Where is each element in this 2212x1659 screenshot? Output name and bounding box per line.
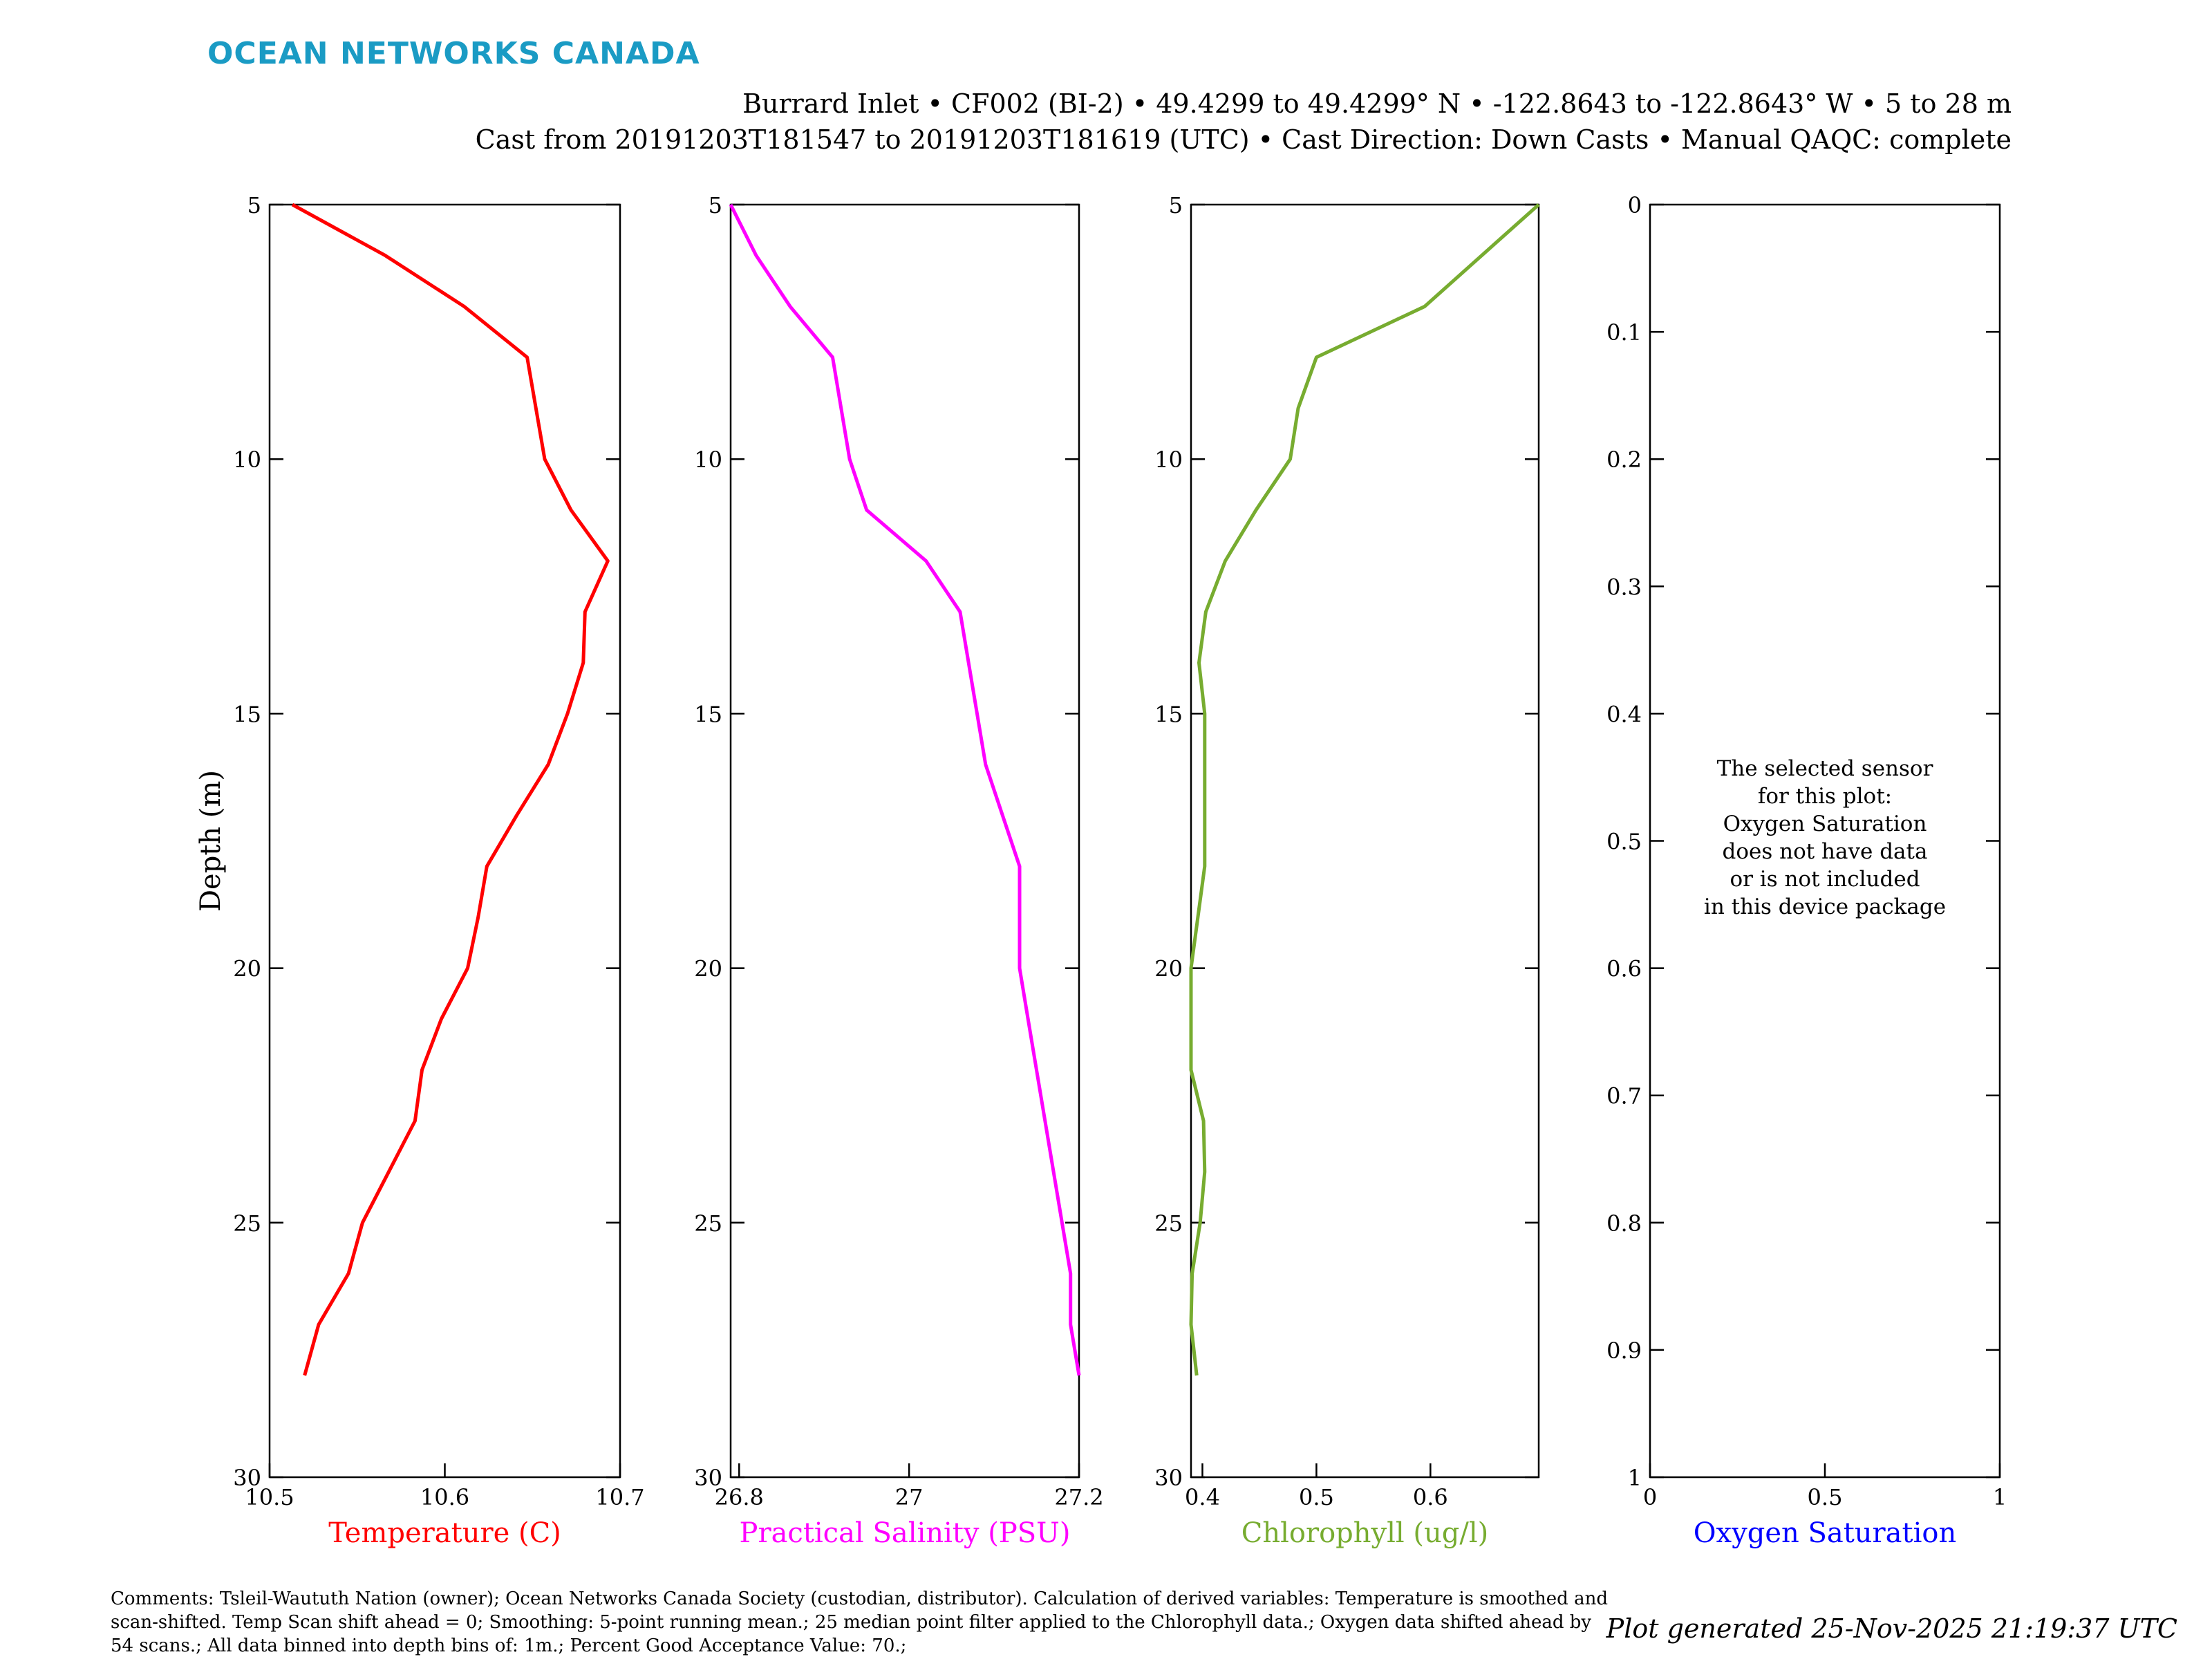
panel-4-ytick-label: 0.9: [1606, 1338, 1642, 1364]
panel-1-ytick-label: 20: [233, 956, 261, 982]
panel-4-ytick-label: 0.2: [1606, 447, 1642, 473]
panel-4-xtick-label: 0: [1643, 1484, 1657, 1510]
panel-2-xtick-label: 26.8: [715, 1484, 764, 1510]
panel-3-xtick-label: 0.6: [1413, 1484, 1448, 1510]
panel-3-xtick-label: 0.4: [1185, 1484, 1220, 1510]
panel-1-xtick-label: 10.6: [420, 1484, 469, 1510]
panel-4-xtick-label: 1: [1993, 1484, 2007, 1510]
panel-1-ytick-label: 30: [233, 1465, 261, 1491]
panel-1-ytick-label: 15: [233, 701, 261, 727]
panel-2-series-line: [729, 203, 1081, 1376]
panel-3-ytick-label: 5: [1169, 192, 1183, 218]
panel-4-ytick-label: 0.6: [1606, 956, 1642, 982]
panel-2-axes-box: [729, 203, 1080, 1479]
panel-4-no-data-line: or is not included: [1730, 867, 1920, 892]
comments-text: Comments: Tsleil-Waututh Nation (owner);…: [111, 1588, 1608, 1656]
panel-4-no-data-line: does not have data: [1723, 839, 1928, 864]
panel-4-no-data-line: for this plot:: [1758, 784, 1892, 809]
panel-3-ytick-label: 20: [1154, 956, 1183, 982]
panel-4-no-data-line: in this device package: [1704, 894, 1946, 919]
panel-2-ytick-label: 30: [694, 1465, 722, 1491]
panel-1-series-line: [291, 203, 610, 1376]
panel-2-ytick-label: 15: [694, 701, 722, 727]
panel-2-xtick-label: 27.2: [1054, 1484, 1103, 1510]
panel-4-ytick-label: 0.3: [1606, 574, 1642, 600]
panel-2-ytick-label: 25: [694, 1210, 722, 1237]
panel-1-ytick-label: 10: [233, 447, 261, 473]
panel-4-no-data-line: Oxygen Saturation: [1723, 812, 1927, 836]
panel-4-xlabel: Oxygen Saturation: [1694, 1517, 1956, 1549]
panel-3-ytick-label: 15: [1154, 701, 1183, 727]
panel-4-no-data-line: The selected sensor: [1717, 756, 1933, 781]
panel-1-ylabel: Depth (m): [195, 770, 227, 912]
plot-title-line-2: Cast from 20191203T181547 to 20191203T18…: [475, 124, 2012, 155]
panel-1-ytick-label: 25: [233, 1210, 261, 1237]
panel-1-xtick-label: 10.7: [595, 1484, 644, 1510]
generated-timestamp: Plot generated 25-Nov-2025 21:19:37 UTC: [1606, 1613, 2177, 1644]
panel-2-ytick-label: 10: [694, 447, 722, 473]
panel-1-axes-box: [268, 203, 621, 1479]
panel-1-xtick-label: 10.5: [245, 1484, 294, 1510]
plot-title-line-1: Burrard Inlet • CF002 (BI-2) • 49.4299 t…: [742, 88, 2012, 119]
panel-3-ytick-label: 10: [1154, 447, 1183, 473]
panel-3-ytick-label: 25: [1154, 1210, 1183, 1237]
panel-4-ytick-label: 0.7: [1606, 1083, 1642, 1109]
panel-4-ytick-label: 0.4: [1606, 701, 1642, 727]
panel-2-xlabel: Practical Salinity (PSU): [740, 1517, 1071, 1549]
panel-4-ytick-label: 0.1: [1606, 319, 1642, 346]
panel-3-series-line: [1189, 203, 1540, 1376]
panel-2-ytick-label: 5: [709, 192, 722, 218]
panel-4-ytick-label: 0: [1628, 192, 1642, 218]
panel-1-ytick-label: 5: [247, 192, 261, 218]
panel-2-xtick-label: 27: [895, 1484, 924, 1510]
panel-4-xtick-label: 0.5: [1808, 1484, 1843, 1510]
brand-logo-text: OCEAN NETWORKS CANADA: [207, 36, 700, 71]
panel-3-ytick-label: 30: [1154, 1465, 1183, 1491]
panel-3-xtick-label: 0.5: [1299, 1484, 1334, 1510]
panel-4-ytick-label: 0.8: [1606, 1210, 1642, 1237]
panel-4-ytick-label: 0.5: [1606, 829, 1642, 855]
panel-1-xlabel: Temperature (C): [328, 1517, 561, 1549]
panel-4-ytick-label: 1: [1628, 1465, 1642, 1491]
panel-3-axes-box: [1190, 203, 1540, 1479]
panel-2-ytick-label: 20: [694, 956, 722, 982]
panel-3-xlabel: Chlorophyll (ug/l): [1241, 1517, 1489, 1549]
